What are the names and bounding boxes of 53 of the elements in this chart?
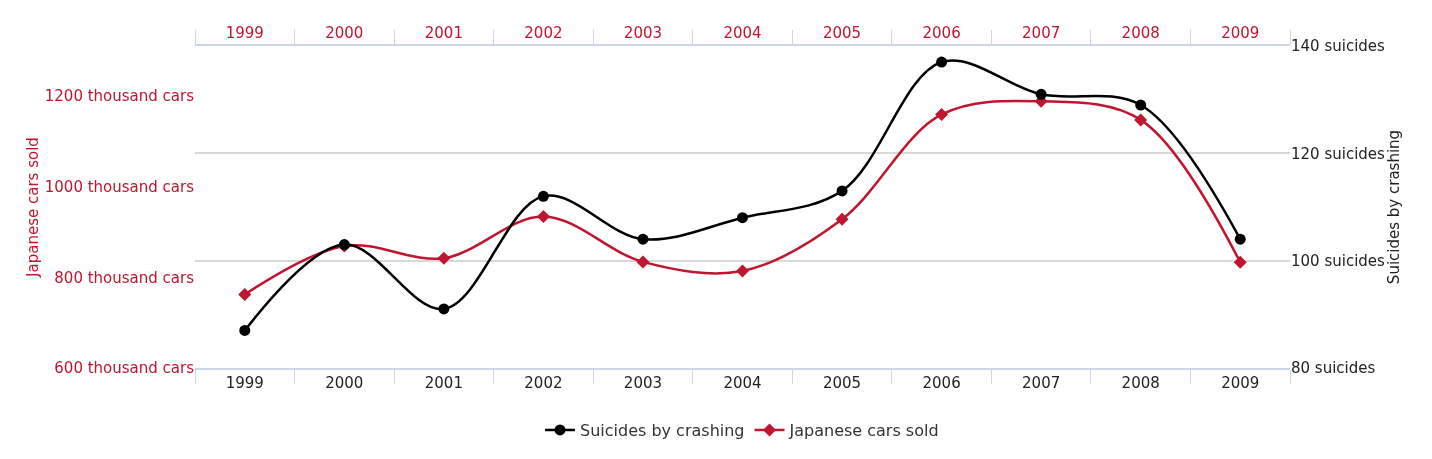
point — [836, 185, 848, 197]
point — [637, 233, 649, 245]
point — [537, 190, 549, 202]
y-tick-label: 1000 thousand cars — [44, 177, 195, 196]
y-tick-label: 1200 thousand cars — [44, 87, 195, 106]
x2-tick-label: 2006 — [922, 373, 961, 392]
point — [1035, 88, 1047, 100]
point — [238, 288, 252, 302]
point — [1233, 255, 1247, 269]
x-tick-label: 2009 — [1221, 24, 1260, 43]
legend-label: Japanese cars sold — [788, 421, 939, 441]
x2-tick-label: 2004 — [723, 373, 762, 392]
y-tick-label: 800 thousand cars — [54, 268, 195, 287]
point — [1134, 113, 1148, 127]
y2-tick-label: 120 suicides — [1291, 144, 1386, 163]
x-tick-label: 2003 — [623, 24, 663, 43]
x2-tick-label: 2007 — [1022, 373, 1061, 392]
x2-tick-label: 2003 — [623, 373, 663, 392]
y2-tick-label: 80 suicides — [1291, 359, 1376, 378]
x2-tick-label: 2001 — [424, 373, 463, 392]
y-tick-label: 600 thousand cars — [54, 359, 195, 378]
point — [736, 264, 749, 278]
x-tick-label: 2004 — [723, 24, 762, 43]
point — [835, 212, 849, 226]
legend-label: Suicides by crashing — [580, 421, 745, 441]
y2-tick-label: 100 suicides — [1291, 251, 1386, 270]
x-tick-label: 1999 — [225, 24, 264, 43]
point — [935, 107, 949, 121]
point — [1234, 233, 1246, 245]
point — [536, 210, 550, 224]
point — [437, 251, 451, 265]
x-tick-label: 2001 — [424, 24, 463, 43]
x-tick-label: 2006 — [922, 24, 961, 43]
x-tick-label: 2007 — [1022, 24, 1061, 43]
y2-axis-title: Suicides by crashing — [1385, 129, 1404, 285]
x2-tick-label: 2005 — [822, 373, 862, 392]
x2-tick-label: 2002 — [524, 373, 563, 392]
x2-tick-label: 2008 — [1121, 373, 1160, 392]
point — [1135, 99, 1147, 111]
point — [636, 255, 650, 269]
point — [737, 212, 748, 224]
x2-tick-label: 2000 — [325, 373, 364, 392]
x2-tick-label: 1999 — [225, 373, 264, 392]
x-tick-label: 2008 — [1121, 24, 1160, 43]
x-tick-label: 2000 — [325, 24, 364, 43]
y2-tick-label: 140 suicides — [1291, 37, 1386, 56]
point — [438, 303, 450, 315]
y-axis-title: Japanese cars sold — [24, 137, 42, 278]
point — [936, 56, 948, 68]
point — [239, 324, 251, 336]
x-tick-label: 2005 — [822, 24, 862, 43]
x-tick-label: 2002 — [524, 24, 563, 43]
x2-tick-label: 2009 — [1221, 373, 1260, 392]
